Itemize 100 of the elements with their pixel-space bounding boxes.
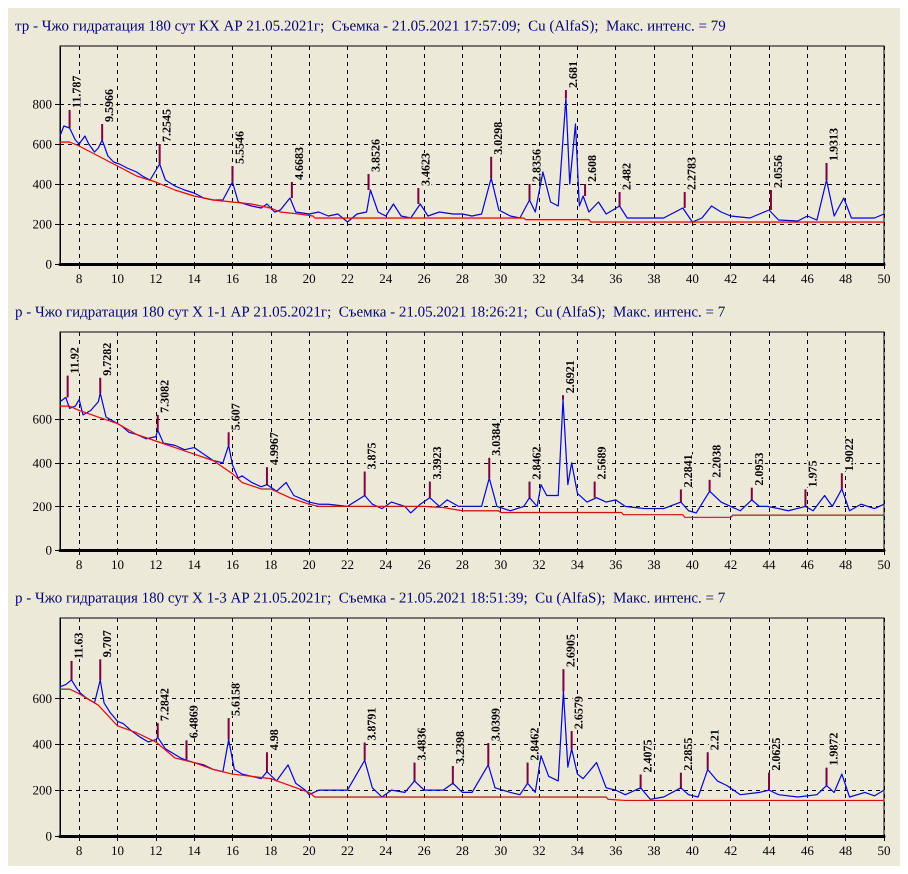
x-tick-label: 42 (724, 557, 738, 572)
annotation: 1.9313 (826, 128, 841, 161)
x-tick-label: 46 (800, 557, 814, 572)
bar (428, 482, 431, 498)
annotation: 2.681 (566, 61, 580, 88)
bar (68, 110, 71, 128)
annotation: 2.0556 (770, 155, 785, 188)
annotation: 11.63 (72, 632, 86, 659)
y-tick-label: 0 (46, 828, 52, 844)
chart-title: р - Чжо гидратация 180 сут Х 1-1 АР 21.05.2021г; Съемка - 21.05.2021 18:26:21; Cu (AlfaS); Макс. интенс. = 7 (15, 304, 726, 320)
bar (70, 660, 72, 680)
x-tick-label: 50 (878, 271, 890, 286)
bar (528, 482, 530, 498)
x-tick-label: 20 (302, 557, 316, 572)
bar (368, 174, 370, 190)
x-tick-label: 22 (340, 557, 354, 572)
x-tick-label: 10 (110, 843, 124, 858)
bar (185, 740, 188, 760)
bar (562, 395, 564, 400)
annotation: 4.9967 (266, 432, 281, 466)
x-tick-label: 18 (264, 843, 278, 858)
bar (99, 378, 102, 394)
x-tick-label: 38 (648, 557, 661, 572)
annotation: 7.2545 (160, 109, 174, 142)
y-tick-label: 800 (32, 96, 52, 112)
x-tick-label: 12 (149, 843, 162, 858)
y-tick-label: 200 (32, 782, 52, 798)
annotation: 3.8526 (368, 139, 383, 172)
x-tick-label: 20 (302, 843, 316, 858)
bar (826, 163, 828, 180)
y-tick-label: 400 (32, 455, 52, 470)
x-tick-label: 40 (686, 557, 699, 572)
annotation: 2.608 (585, 155, 600, 182)
annotation: 2.6921 (563, 360, 578, 394)
x-tick-label: 48 (839, 557, 852, 572)
bar (99, 659, 102, 680)
annotation: 4.98 (266, 729, 281, 750)
bar (156, 723, 159, 738)
x-tick-label: 40 (686, 271, 699, 286)
x-tick-label: 36 (609, 271, 623, 286)
annotation: 3.8791 (364, 708, 379, 741)
x-tick-label: 48 (839, 271, 852, 286)
annotation: 3.0399 (488, 708, 502, 742)
x-tick-label: 30 (494, 271, 508, 286)
chart-title: р - Чжо гидратация 180 сут Х 1-3 АР 21.05.2021г; Съемка - 21.05.2021 18:51:39; Cu (AlfaS); Макс. интенс. = 7 (15, 590, 726, 606)
x-tick-label: 22 (340, 843, 354, 858)
bar (594, 482, 596, 498)
annotation: 3.3923 (430, 446, 444, 480)
x-tick-label: 24 (379, 843, 393, 858)
y-tick-label: 600 (32, 690, 52, 706)
bar (66, 376, 69, 398)
bar (158, 144, 161, 164)
x-tick-label: 18 (264, 557, 278, 572)
bar (708, 480, 711, 492)
annotation: 11.787 (70, 76, 84, 108)
annotation: 2.6905 (563, 634, 578, 668)
x-tick-label: 28 (456, 843, 469, 858)
annotation: 3.875 (364, 442, 379, 470)
bar (618, 192, 621, 206)
x-tick-label: 38 (648, 271, 661, 286)
x-tick-label: 38 (648, 843, 661, 858)
x-tick-label: 32 (532, 843, 546, 858)
x-tick-label: 10 (110, 271, 124, 286)
bar (452, 766, 454, 784)
bar (528, 184, 530, 200)
bar (680, 772, 682, 788)
annotation: 7.2842 (158, 688, 172, 722)
y-tick-label: 200 (32, 498, 52, 514)
x-tick-label: 16 (226, 843, 240, 858)
bar (101, 124, 104, 140)
annotation: 6.4869 (186, 705, 200, 738)
annotation: 3.0384 (489, 422, 504, 456)
x-tick-label: 14 (188, 843, 202, 858)
bar (640, 774, 642, 788)
bar (228, 432, 230, 446)
bar (266, 467, 268, 485)
bar (364, 472, 366, 496)
bar (680, 489, 682, 502)
x-tick-label: 16 (226, 271, 240, 286)
x-tick-label: 44 (762, 271, 776, 286)
annotation: 11.92 (68, 347, 82, 374)
x-tick-label: 12 (149, 557, 162, 572)
x-tick-label: 8 (76, 557, 82, 572)
annotation: 3.2398 (452, 731, 467, 764)
x-tick-label: 46 (800, 271, 814, 286)
annotation: 2.21 (708, 729, 722, 750)
x-tick-label: 30 (494, 843, 508, 858)
bar (706, 752, 709, 770)
annotation: 2.2841 (680, 454, 695, 488)
annotation: 2.8462 (529, 446, 544, 480)
x-tick-label: 22 (340, 271, 354, 286)
annotation: 9.7282 (100, 342, 114, 376)
x-tick-label: 8 (76, 843, 82, 858)
bar (417, 188, 420, 204)
annotation: 7.3082 (158, 380, 172, 413)
bar (840, 473, 843, 489)
annotation: 2.5689 (594, 446, 609, 480)
annotation: 2.4075 (640, 740, 655, 772)
x-tick-label: 16 (226, 557, 240, 572)
x-tick-label: 34 (570, 843, 584, 858)
